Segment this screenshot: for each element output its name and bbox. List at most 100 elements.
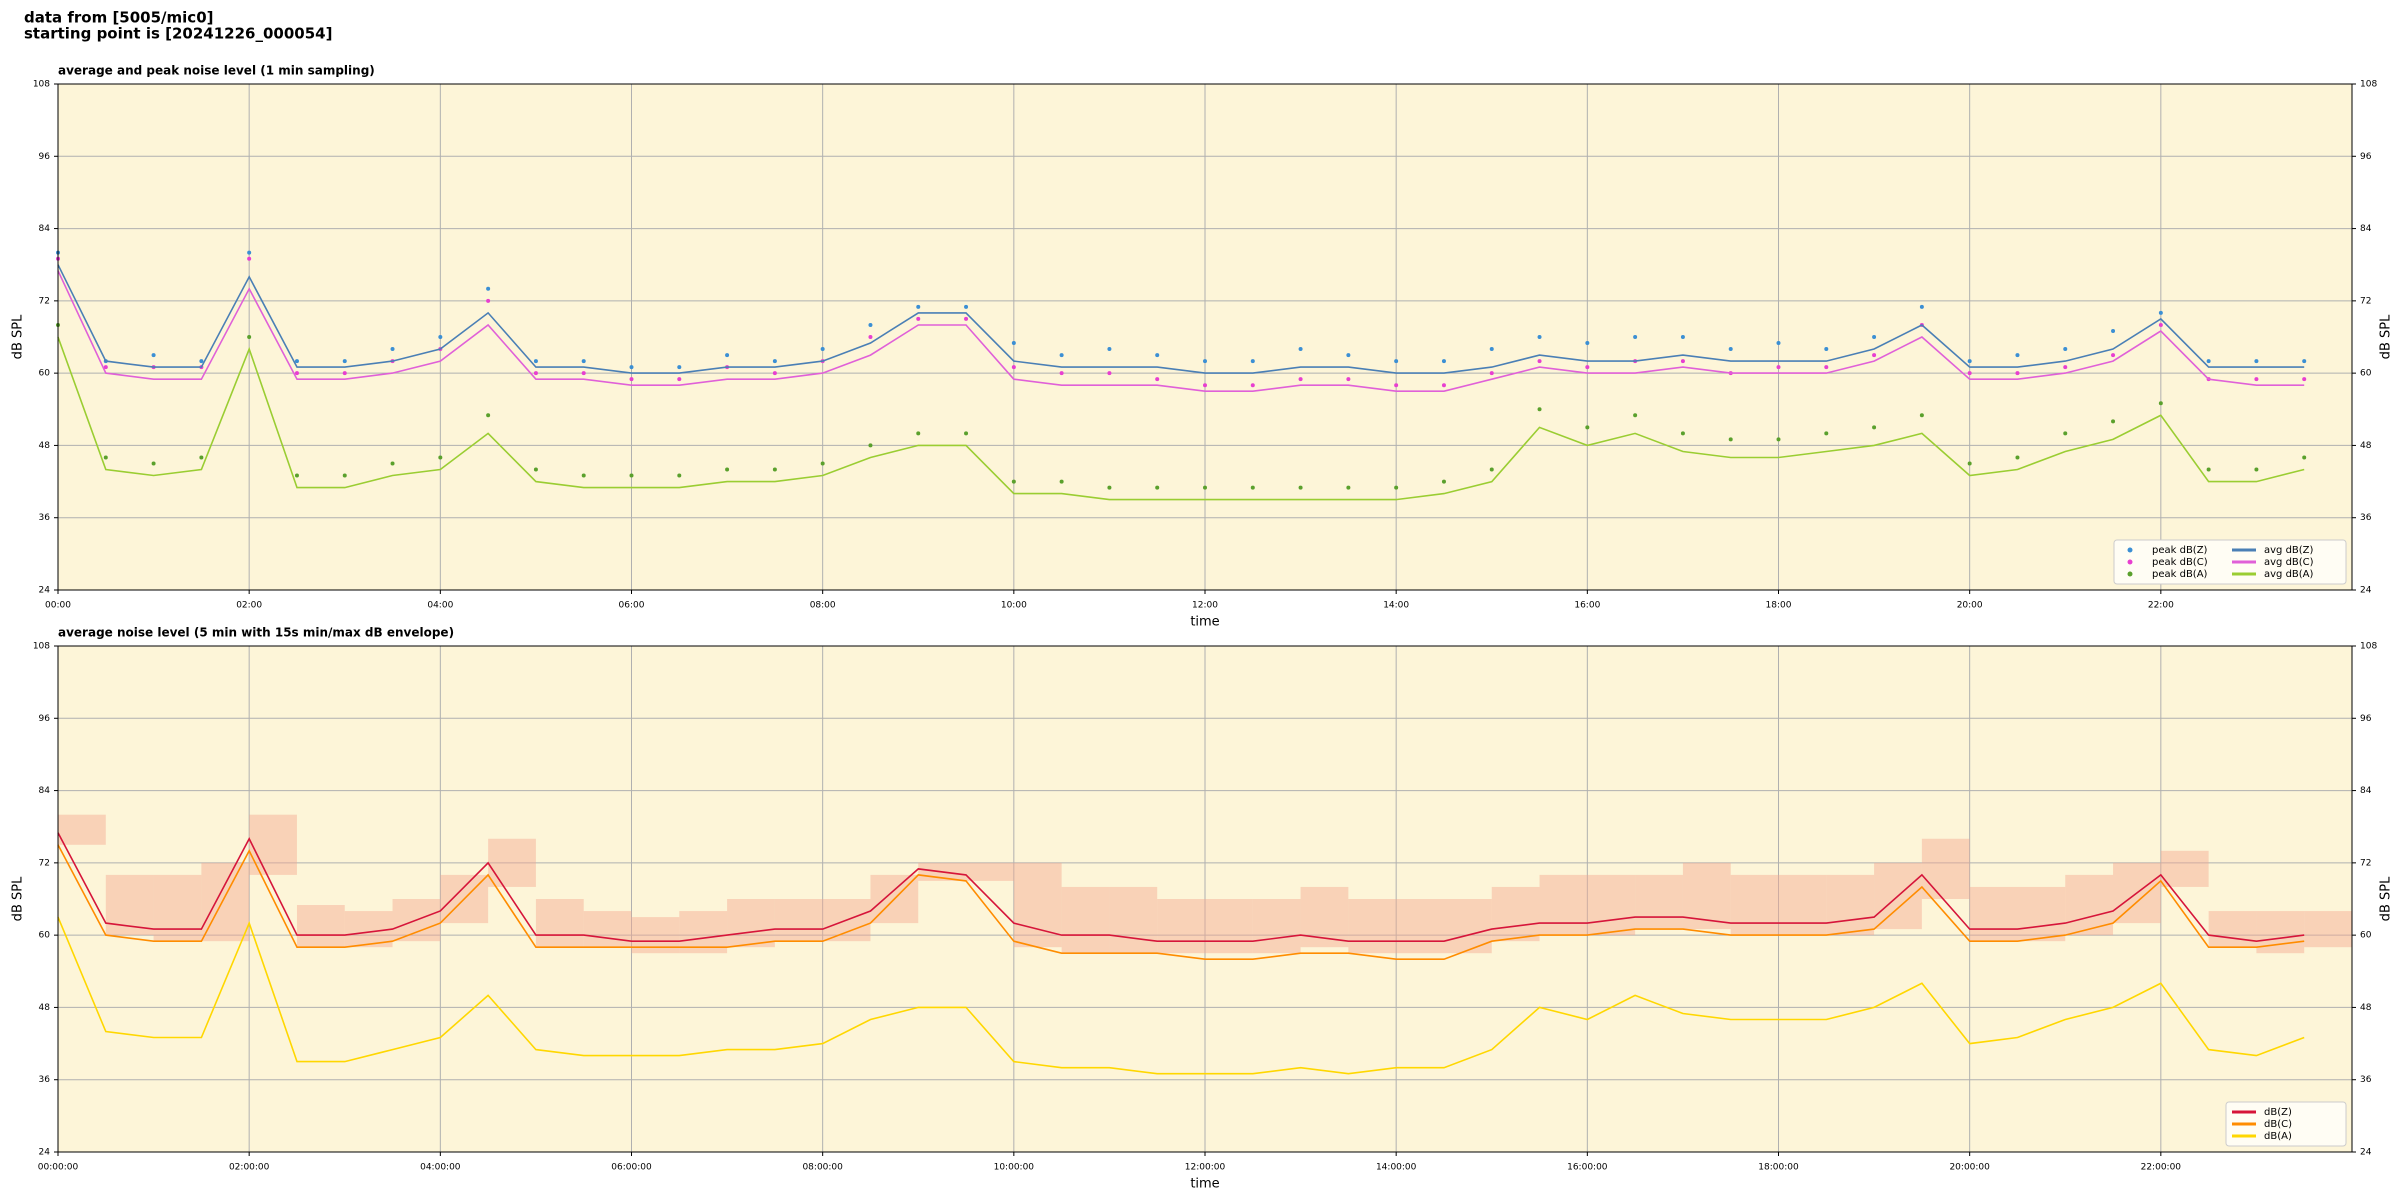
x-tick-label: 00:00: [45, 601, 71, 611]
peak-dot: [2254, 359, 2259, 364]
envelope-band: [2017, 886, 2066, 942]
x-tick-label: 16:00: [1574, 601, 1600, 611]
peak-dot: [438, 455, 443, 460]
peak-dot: [677, 377, 682, 382]
peak-dot: [1250, 485, 1255, 490]
legend-label: avg dB(C): [2264, 557, 2314, 568]
peak-dot: [1346, 485, 1351, 490]
y-tick-label: 48: [39, 1003, 51, 1013]
y-tick-label: 96: [39, 714, 51, 724]
series-line: [57, 336, 2305, 501]
envelope-band: [1539, 874, 1588, 936]
peak-dot: [2111, 419, 2116, 424]
peak-dot: [1776, 341, 1781, 346]
peak-dot: [1203, 383, 1207, 388]
peak-dot: [1728, 437, 1733, 442]
y-tick-label: 48: [39, 441, 51, 451]
series-line: [57, 832, 2305, 943]
y-axis-label: dB SPL: [2379, 314, 2394, 359]
x-tick-label: 06:00: [619, 601, 645, 611]
peak-dot: [2206, 359, 2211, 364]
envelope-band: [1252, 899, 1301, 954]
peak-dot: [1107, 485, 1112, 490]
peak-dot: [1298, 485, 1303, 490]
peak-dot: [1346, 377, 1351, 382]
peak-dot: [2063, 431, 2068, 436]
peak-dot: [1394, 359, 1399, 364]
peak-dot: [1203, 485, 1207, 490]
peak-dot: [2254, 467, 2259, 472]
peak-dot: [1059, 371, 1064, 376]
peak-dot: [1107, 347, 1112, 352]
peak-dot: [1585, 365, 1590, 370]
peak-dot: [1872, 425, 1877, 430]
envelope-band: [2304, 911, 2352, 948]
y-tick-label: 84: [39, 786, 51, 796]
peak-dot: [151, 353, 156, 358]
peak-dot: [581, 359, 586, 364]
peak-dot: [2015, 371, 2020, 376]
x-axis-label: time: [1190, 1177, 1219, 1192]
envelope-band: [1730, 874, 1779, 936]
x-axis-label: time: [1190, 615, 1219, 630]
peak-dot: [2158, 322, 2163, 327]
peak-dot: [629, 365, 634, 370]
peak-dot: [533, 359, 538, 364]
peak-dot: [533, 371, 538, 376]
peak-dot: [1537, 359, 1542, 364]
peak-dot: [1776, 437, 1781, 442]
legend-label: dB(Z): [2264, 1107, 2292, 1118]
x-tick-label: 22:00: [2148, 601, 2174, 611]
peak-dot: [1919, 413, 1924, 418]
peak-dot: [1585, 341, 1590, 346]
peak-dot: [294, 371, 299, 376]
peak-dot: [1250, 383, 1255, 388]
y-tick-label: 108: [2360, 80, 2377, 90]
peak-dot: [820, 347, 825, 352]
envelope-band: [1157, 899, 1205, 954]
peak-dot: [1203, 359, 1207, 364]
peak-dot: [916, 316, 921, 321]
peak-dot: [1824, 431, 1829, 436]
peak-dot: [1011, 341, 1016, 346]
series-line: [57, 844, 2305, 960]
peak-dot: [725, 467, 730, 472]
series-line: [57, 264, 2305, 374]
x-tick-label: 02:00:00: [229, 1163, 270, 1173]
envelope-band: [2208, 911, 2257, 948]
y-tick-label: 60: [39, 369, 51, 379]
peak-dot: [247, 256, 252, 261]
legend-label: peak dB(A): [2152, 569, 2208, 580]
y-tick-label: 96: [39, 152, 51, 162]
x-tick-label: 04:00: [427, 601, 453, 611]
y-tick-label: 108: [33, 642, 50, 652]
legend-label: dB(A): [2264, 1131, 2292, 1142]
envelope-band: [488, 838, 536, 887]
peak-dot: [1967, 461, 1972, 466]
y-axis-label: dB SPL: [11, 314, 26, 359]
peak-dot: [486, 413, 491, 418]
peak-dot: [1441, 479, 1446, 484]
x-tick-label: 16:00:00: [1567, 1163, 1608, 1173]
y-tick-label: 36: [2360, 1075, 2372, 1085]
legend-marker: [2127, 547, 2133, 553]
peak-dot: [2158, 310, 2163, 315]
y-tick-label: 96: [2360, 714, 2372, 724]
envelope-band: [1443, 899, 1492, 954]
peak-dot: [916, 304, 921, 309]
envelope-band: [2065, 874, 2114, 936]
envelope-band: [1061, 886, 1110, 954]
peak-dot: [629, 377, 634, 382]
envelope-band: [583, 911, 632, 948]
peak-dot: [390, 461, 395, 466]
peak-dot: [390, 347, 395, 352]
envelope-band: [344, 911, 393, 948]
series-line: [57, 916, 2305, 1075]
legend-label: avg dB(Z): [2264, 545, 2314, 556]
peak-dot: [2111, 328, 2116, 333]
y-tick-label: 24: [39, 586, 51, 596]
header-line: starting point is [20241226_000054]: [24, 25, 332, 43]
peak-dot: [1872, 335, 1877, 339]
peak-dot: [342, 359, 347, 364]
peak-dot: [1680, 335, 1685, 339]
